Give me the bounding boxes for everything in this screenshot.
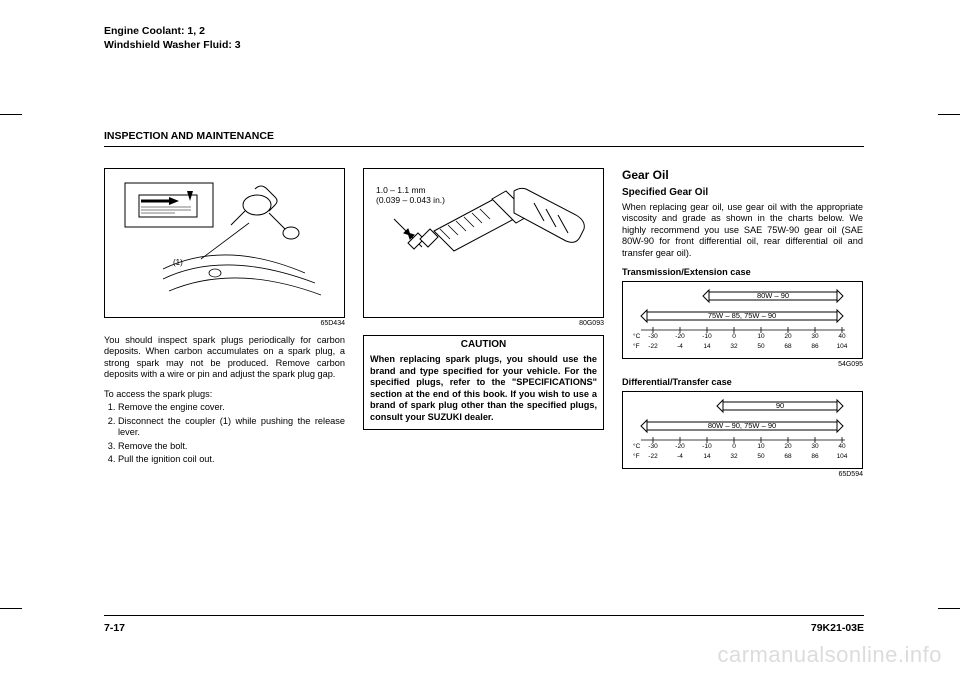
svg-text:50: 50 — [757, 453, 765, 460]
section-rule — [104, 146, 864, 147]
chart2-id: 65D594 — [622, 471, 863, 480]
step-1: Remove the engine cover. — [118, 402, 345, 414]
gap-line-1: 1.0 – 1.1 mm — [376, 185, 426, 195]
gap-line-2: (0.039 – 0.043 in.) — [376, 195, 445, 205]
crop-mark-left-top — [0, 114, 22, 115]
watermark: carmanualsonline.info — [717, 642, 942, 668]
svg-text:10: 10 — [757, 443, 765, 450]
svg-text:-20: -20 — [675, 443, 685, 450]
step-3: Remove the bolt. — [118, 441, 345, 453]
step-2: Disconnect the coupler (1) while pushing… — [118, 416, 345, 439]
caution-title: CAUTION — [364, 336, 603, 355]
header-line-1: Engine Coolant: 1, 2 — [104, 24, 241, 38]
page: carmanualsonline.info Engine Coolant: 1,… — [0, 0, 960, 678]
column-1: (1) 65D434 You should inspect spark plug… — [104, 168, 345, 486]
chart1-svg: 80W – 90 75W – 85, 75W – 90 — [623, 282, 862, 358]
steps-list: Remove the engine cover. Disconnect the … — [104, 402, 345, 466]
chart1-f-row: -22 -4 14 32 50 68 86 104 — [648, 343, 848, 350]
svg-text:-10: -10 — [702, 443, 712, 450]
svg-text:-30: -30 — [648, 443, 658, 450]
list-intro: To access the spark plugs: — [104, 389, 345, 401]
chart2-bottom-label: 80W – 90, 75W – 90 — [708, 421, 776, 430]
step-4: Pull the ignition coil out. — [118, 454, 345, 466]
figure-spark-plug: 1.0 – 1.1 mm (0.039 – 0.043 in.) — [363, 168, 604, 318]
svg-text:-4: -4 — [677, 343, 683, 350]
chart2-label: Differential/Transfer case — [622, 377, 863, 389]
chart2-c-row: -30 -20 -10 0 10 20 30 40 — [648, 443, 846, 450]
chart1-top-label: 80W – 90 — [757, 291, 789, 300]
figure-spark-plug-id: 80G093 — [363, 320, 604, 329]
chart1-label: Transmission/Extension case — [622, 267, 863, 279]
svg-text:-30: -30 — [648, 333, 658, 340]
chart2-f-row: -22 -4 14 32 50 68 86 104 — [648, 453, 848, 460]
svg-text:32: 32 — [730, 343, 738, 350]
svg-text:30: 30 — [811, 333, 819, 340]
chart1-id: 54G095 — [622, 361, 863, 370]
crop-mark-right-bottom — [938, 608, 960, 609]
chart1-c-row: -30 -20 -10 0 10 20 30 40 — [648, 333, 846, 340]
svg-text:-4: -4 — [677, 453, 683, 460]
doc-code: 79K21-03E — [811, 622, 864, 634]
crop-mark-right-top — [938, 114, 960, 115]
svg-text:-22: -22 — [648, 343, 658, 350]
svg-text:32: 32 — [730, 453, 738, 460]
crop-mark-left-bottom — [0, 608, 22, 609]
svg-text:-20: -20 — [675, 333, 685, 340]
callout-1: (1) — [173, 258, 183, 267]
chart2-top-label: 90 — [776, 401, 784, 410]
subheading-specified: Specified Gear Oil — [622, 187, 863, 200]
caution-box: CAUTION When replacing spark plugs, you … — [363, 335, 604, 431]
svg-text:10: 10 — [757, 333, 765, 340]
svg-text:0: 0 — [732, 443, 736, 450]
svg-text:20: 20 — [784, 333, 792, 340]
heading-gear-oil: Gear Oil — [622, 168, 863, 183]
svg-text:50: 50 — [757, 343, 765, 350]
svg-text:0: 0 — [732, 333, 736, 340]
footer-rule — [104, 615, 864, 616]
svg-text:14: 14 — [703, 343, 711, 350]
header-line-2: Windshield Washer Fluid: 3 — [104, 38, 241, 52]
figure-coupler-svg: (1) — [105, 169, 344, 317]
svg-text:104: 104 — [837, 453, 848, 460]
svg-text:86: 86 — [811, 343, 819, 350]
chart2-c-label: °C — [633, 442, 641, 450]
svg-text:-10: -10 — [702, 333, 712, 340]
figure-spark-plug-svg: 1.0 – 1.1 mm (0.039 – 0.043 in.) — [364, 169, 603, 317]
chart-transmission: 80W – 90 75W – 85, 75W – 90 — [622, 281, 863, 359]
columns: (1) 65D434 You should inspect spark plug… — [104, 168, 864, 486]
svg-text:86: 86 — [811, 453, 819, 460]
svg-text:40: 40 — [838, 443, 846, 450]
header-top: Engine Coolant: 1, 2 Windshield Washer F… — [104, 24, 241, 52]
section-title: INSPECTION AND MAINTENANCE — [104, 130, 274, 142]
svg-text:68: 68 — [784, 343, 792, 350]
column-2: 1.0 – 1.1 mm (0.039 – 0.043 in.) — [363, 168, 604, 486]
svg-text:20: 20 — [784, 443, 792, 450]
svg-text:40: 40 — [838, 333, 846, 340]
chart2-f-label: °F — [633, 452, 640, 460]
chart1-f-label: °F — [633, 342, 640, 350]
svg-text:68: 68 — [784, 453, 792, 460]
svg-text:30: 30 — [811, 443, 819, 450]
chart-differential: 90 80W – 90, 75W – 90 °C — [622, 391, 863, 469]
para-carbon-deposits: You should inspect spark plugs periodica… — [104, 335, 345, 381]
caution-body: When replacing spark plugs, you should u… — [364, 354, 603, 429]
chart1-bottom-label: 75W – 85, 75W – 90 — [708, 311, 776, 320]
chart2-svg: 90 80W – 90, 75W – 90 °C — [623, 392, 862, 468]
chart1-c-label: °C — [633, 332, 641, 340]
page-number: 7-17 — [104, 622, 125, 634]
svg-text:14: 14 — [703, 453, 711, 460]
svg-text:104: 104 — [837, 343, 848, 350]
para-gear-oil: When replacing gear oil, use gear oil wi… — [622, 202, 863, 260]
svg-text:-22: -22 — [648, 453, 658, 460]
column-3: Gear Oil Specified Gear Oil When replaci… — [622, 168, 863, 486]
figure-coupler: (1) — [104, 168, 345, 318]
figure-coupler-id: 65D434 — [104, 320, 345, 329]
